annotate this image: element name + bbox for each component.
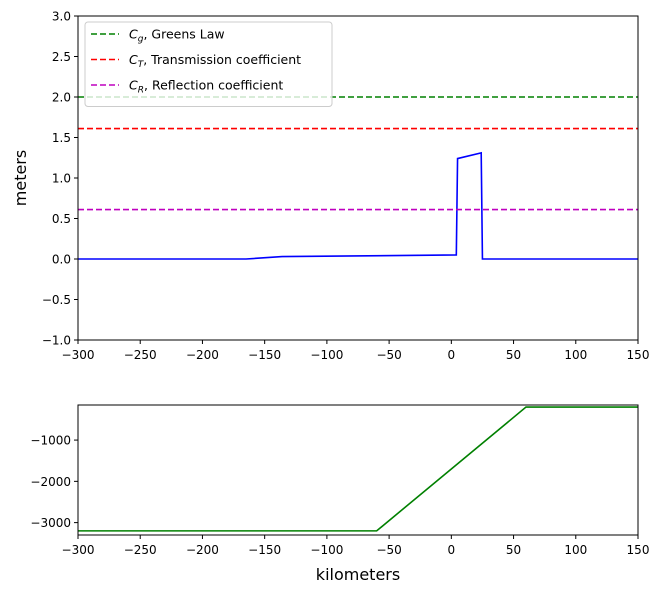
y-tick-label: 0.0: [52, 253, 71, 267]
legend-entry: CT, Transmission coefficient: [129, 52, 301, 70]
x-tick-label: 100: [564, 348, 587, 362]
x-tick-label: −250: [124, 543, 157, 557]
x-tick-label: −50: [376, 348, 401, 362]
y-tick-label: −1000: [30, 434, 71, 448]
y-tick-label: 2.5: [52, 50, 71, 64]
x-tick-label: 50: [506, 348, 521, 362]
chart-lower: −300 −250 −200 −150 −100 −50 0 50 100 150 −3000 −20…: [30, 404, 650, 584]
series-line-upper-0: [78, 151, 638, 260]
legend-box: [84, 21, 333, 107]
x-tick-label: −150: [248, 348, 281, 362]
y-tick-label: 1.0: [52, 172, 71, 186]
x-tick-label: −200: [186, 543, 219, 557]
x-tick-label: 0: [448, 348, 456, 362]
x-axis-label: kilometers: [316, 565, 400, 584]
x-tick-label: −300: [62, 348, 95, 362]
y-tick-label: 1.5: [52, 131, 71, 145]
y-axis-label: meters: [11, 150, 30, 206]
axes-frame-lower: [77, 404, 639, 536]
x-tick-label: 0: [448, 543, 456, 557]
y-tick-label: 3.0: [52, 10, 71, 24]
chart-upper: −300 −250 −200 −150 −100 −50 0 50 100 150 −1.0 −0.5…: [11, 10, 649, 363]
legend-entry: CR, Reflection coefficient: [129, 78, 283, 96]
y-tick-label: −3000: [30, 516, 71, 530]
legend: Cg, Greens Law CT, Transmission coefficie…: [84, 21, 333, 107]
legend-entry: Cg, Greens Law: [129, 27, 225, 45]
y-tick-label: −0.5: [42, 293, 71, 307]
x-tick-label: 50: [506, 543, 521, 557]
y-tick-label: −2000: [30, 475, 71, 489]
x-tick-label: −50: [376, 543, 401, 557]
y-tick-label: −1.0: [42, 334, 71, 348]
x-tick-label: −200: [186, 348, 219, 362]
x-tick-label: 150: [627, 348, 650, 362]
x-tick-label: −100: [310, 348, 343, 362]
x-tick-label: −300: [62, 543, 95, 557]
x-tick-label: −250: [124, 348, 157, 362]
y-tick-label: 2.0: [52, 91, 71, 105]
x-tick-label: −150: [248, 543, 281, 557]
x-tick-label: −100: [310, 543, 343, 557]
x-tick-label: 150: [627, 543, 650, 557]
y-tick-label: 0.5: [52, 212, 71, 226]
series-line-lower-0: [78, 406, 638, 532]
x-tick-label: 100: [564, 543, 587, 557]
